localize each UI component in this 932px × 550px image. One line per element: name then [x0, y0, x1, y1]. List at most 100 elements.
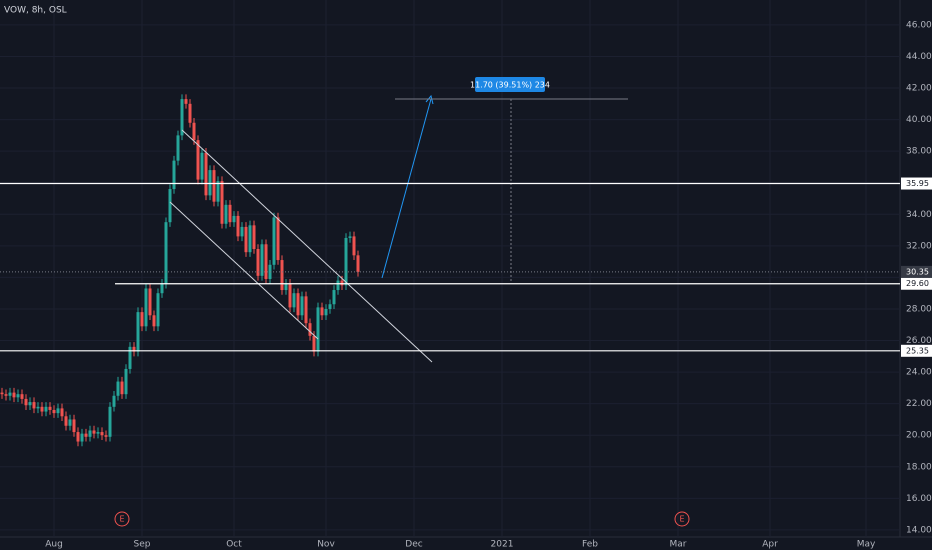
- y-tick-label: 32.00: [906, 241, 932, 251]
- candle-body: [92, 430, 96, 434]
- candle-body: [148, 288, 152, 316]
- candle-body: [256, 249, 260, 276]
- price-line-label: 25.35: [906, 346, 929, 355]
- candle-body: [304, 296, 308, 324]
- y-tick-label: 42.00: [906, 84, 932, 94]
- candle-body: [88, 430, 92, 437]
- candle-body: [20, 394, 24, 399]
- earnings-marker: [114, 511, 130, 527]
- measure-label: 11.70 (39.51%) 234: [470, 81, 550, 90]
- channel-upper: [181, 129, 433, 363]
- candle-body: [260, 244, 264, 276]
- candle-body: [80, 433, 84, 442]
- y-tick-label: 22.00: [906, 399, 932, 409]
- candle-body: [8, 392, 12, 396]
- candle-body: [152, 315, 156, 327]
- candle-body: [264, 244, 268, 279]
- price-line-tag: [901, 344, 932, 357]
- x-tick-label: 2021: [491, 540, 514, 550]
- y-tick-label: 44.00: [906, 52, 932, 62]
- earnings-marker: [674, 511, 690, 527]
- candle-body: [56, 408, 60, 414]
- candle-body: [0, 392, 4, 395]
- price-line-tag: [901, 177, 932, 190]
- arrow-head: [425, 94, 434, 105]
- y-tick-label: 24.00: [906, 368, 932, 378]
- candle-body: [116, 381, 120, 396]
- y-tick-label: 28.00: [906, 304, 932, 314]
- candle-body: [84, 433, 88, 437]
- candle-body: [308, 323, 312, 336]
- candle-body: [112, 395, 116, 407]
- candle-body: [36, 406, 40, 409]
- candle-body: [232, 215, 236, 223]
- candle-body: [280, 260, 284, 291]
- candle-body: [340, 280, 344, 286]
- candle-body: [284, 283, 288, 291]
- candle-body: [64, 416, 68, 426]
- candle-body: [208, 170, 212, 196]
- candle-body: [344, 237, 348, 286]
- chart-title: VOW, 8h, OSL: [4, 6, 67, 16]
- x-tick-label: Feb: [582, 540, 598, 550]
- candle-body: [348, 236, 352, 238]
- candle-body: [248, 225, 252, 253]
- candle-body: [356, 255, 360, 272]
- candle-body: [328, 304, 332, 309]
- candle-body: [24, 398, 28, 406]
- candle-body: [296, 293, 300, 316]
- candle-body: [272, 217, 276, 265]
- candle-body: [324, 308, 328, 316]
- candle-body: [216, 181, 220, 202]
- y-tick-label: 18.00: [906, 462, 932, 472]
- candle-body: [120, 381, 124, 395]
- channel-lower: [169, 201, 319, 340]
- candle-body: [244, 226, 248, 253]
- candle-body: [200, 152, 204, 180]
- candle-body: [100, 432, 104, 436]
- candle-body: [224, 204, 228, 224]
- candle-body: [28, 402, 32, 406]
- candle-body: [188, 103, 192, 123]
- candle-body: [136, 312, 140, 352]
- candle-body: [292, 293, 296, 308]
- candle-body: [288, 283, 292, 308]
- candle-body: [124, 368, 128, 395]
- candle-body: [212, 170, 216, 202]
- x-tick-label: Mar: [670, 540, 687, 550]
- projection-arrow: [381, 98, 432, 279]
- candle-body: [236, 215, 240, 237]
- candle-body: [332, 290, 336, 305]
- candle-body: [96, 432, 100, 434]
- candle-body: [52, 409, 56, 414]
- candle-body: [252, 225, 256, 250]
- candle-body: [276, 217, 280, 261]
- x-tick-label: Apr: [762, 540, 778, 550]
- candle-body: [156, 293, 160, 327]
- price-line-tag: [901, 277, 932, 290]
- y-tick-label: 40.00: [906, 115, 932, 125]
- candle-body: [352, 236, 356, 256]
- candle-body: [176, 135, 180, 161]
- candle-body: [68, 419, 72, 426]
- candle-body: [312, 335, 316, 352]
- candle-body: [76, 432, 80, 442]
- candle-body: [196, 140, 200, 180]
- candle-body: [160, 283, 164, 294]
- y-tick-label: 20.00: [906, 431, 932, 441]
- y-tick-label: 14.00: [906, 525, 932, 535]
- candle-body: [12, 392, 16, 398]
- candle-body: [4, 394, 8, 396]
- candle-body: [204, 152, 208, 196]
- candle-body: [316, 307, 320, 352]
- candle-body: [192, 122, 196, 141]
- candle-body: [44, 406, 48, 412]
- x-tick-label: Sep: [134, 540, 151, 550]
- candle-body: [132, 346, 136, 352]
- candle-body: [48, 406, 52, 410]
- candle-body: [220, 181, 224, 224]
- candle-body: [180, 99, 184, 136]
- y-tick-label: 46.00: [906, 20, 932, 30]
- candle-body: [32, 402, 36, 409]
